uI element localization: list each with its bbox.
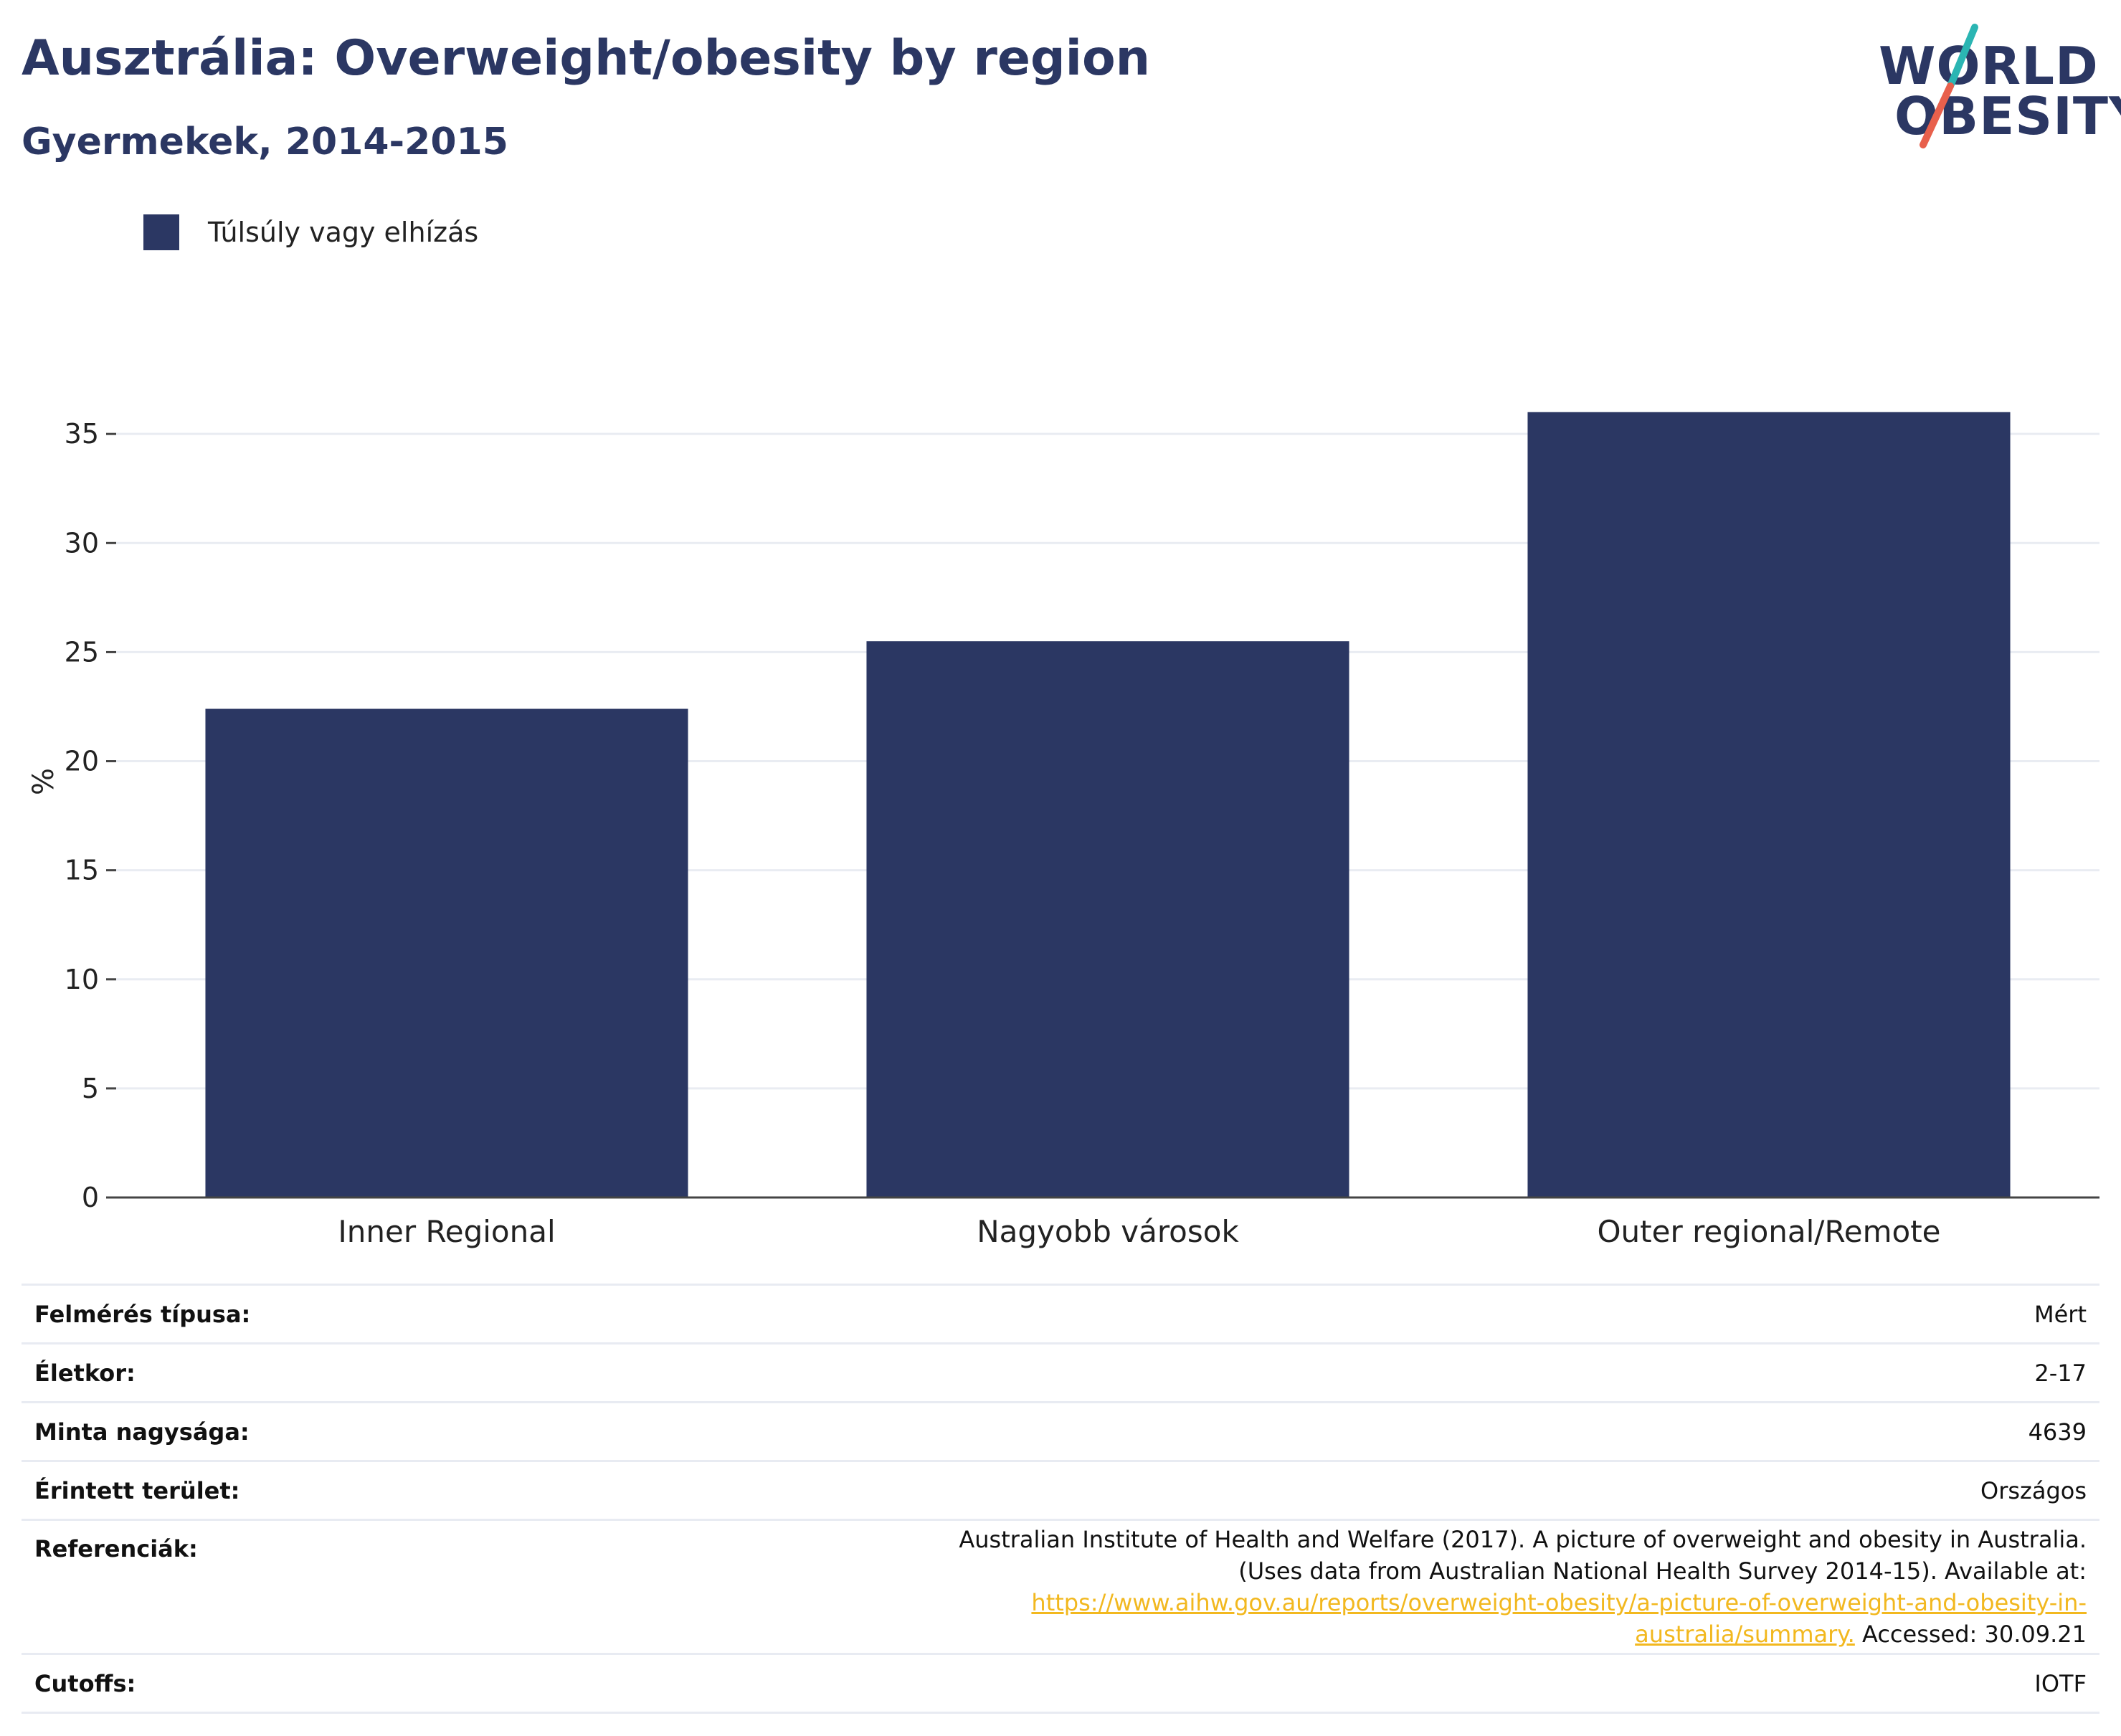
x-tick-label: Nagyobb városok bbox=[977, 1214, 1239, 1249]
logo-slash-teal bbox=[1947, 24, 1978, 90]
logo-slash-icon bbox=[1920, 24, 1978, 148]
world-obesity-logo: WORLD OBESITY bbox=[1864, 22, 2121, 165]
x-axis-ticks: Inner Regional Nagyobb városok Outer regio… bbox=[338, 1214, 1940, 1249]
y-tick-label: 35 bbox=[65, 418, 99, 450]
y-tick-label: 15 bbox=[65, 855, 99, 886]
info-label: Minta nagysága: bbox=[22, 1401, 478, 1461]
x-tick-label: Inner Regional bbox=[338, 1214, 555, 1249]
logo-line2: OBESITY bbox=[1894, 86, 2121, 146]
bar bbox=[866, 641, 1349, 1197]
info-value: 2-17 bbox=[478, 1342, 2099, 1403]
reference-accessed: Accessed: 30.09.21 bbox=[1854, 1621, 2087, 1648]
y-tick-label: 30 bbox=[65, 527, 99, 559]
y-axis-label: % bbox=[27, 768, 60, 795]
y-axis-ticks: 0 5 10 15 20 25 30 35 bbox=[65, 418, 116, 1213]
info-label: Referenciák: bbox=[22, 1519, 478, 1654]
info-label: Életkor: bbox=[22, 1342, 478, 1403]
chart-bars bbox=[205, 412, 2011, 1197]
y-tick-label: 0 bbox=[82, 1182, 99, 1213]
y-tick-label: 10 bbox=[65, 964, 99, 995]
page-title: Ausztrália: Overweight/obesity by region bbox=[22, 30, 1151, 87]
info-row-survey-type: Felmérés típusa: Mért bbox=[22, 1284, 2099, 1344]
info-row-sample-size: Minta nagysága: 4639 bbox=[22, 1401, 2099, 1461]
reference-link[interactable]: https://www.aihw.gov.au/reports/overweig… bbox=[1031, 1589, 2087, 1648]
info-label: Cutoffs: bbox=[22, 1653, 478, 1714]
info-table: Felmérés típusa: Mért Életkor: 2-17 Mint… bbox=[22, 1284, 2099, 1714]
y-tick-label: 20 bbox=[65, 746, 99, 777]
y-tick-label: 5 bbox=[82, 1073, 99, 1104]
bar bbox=[205, 708, 688, 1197]
x-tick-label: Outer regional/Remote bbox=[1597, 1214, 1940, 1249]
info-row-age: Életkor: 2-17 bbox=[22, 1342, 2099, 1403]
info-value-references: Australian Institute of Health and Welfa… bbox=[478, 1519, 2099, 1654]
info-value: 4639 bbox=[478, 1401, 2099, 1461]
logo-slash-coral bbox=[1920, 82, 1954, 148]
legend-swatch bbox=[143, 214, 179, 250]
info-value: IOTF bbox=[478, 1653, 2099, 1714]
logo-line1: WORLD bbox=[1879, 36, 2099, 96]
info-row-references: Referenciák: Australian Institute of Hea… bbox=[22, 1519, 2099, 1654]
bar-chart: 0 5 10 15 20 25 30 35 Inner Regional Nagyobb vár… bbox=[27, 412, 2099, 1249]
info-label: Érintett terület: bbox=[22, 1460, 478, 1520]
reference-text: Australian Institute of Health and Welfa… bbox=[959, 1526, 2087, 1585]
info-row-area: Érintett terület: Országos bbox=[22, 1460, 2099, 1520]
legend-label: Túlsúly vagy elhízás bbox=[208, 217, 479, 248]
info-label: Felmérés típusa: bbox=[22, 1284, 478, 1344]
info-value: Mért bbox=[478, 1284, 2099, 1344]
info-value: Országos bbox=[478, 1460, 2099, 1520]
chart-legend: Túlsúly vagy elhízás bbox=[143, 212, 478, 252]
info-row-cutoffs: Cutoffs: IOTF bbox=[22, 1653, 2099, 1714]
bar bbox=[1527, 412, 2011, 1197]
page-subtitle: Gyermekek, 2014-2015 bbox=[22, 120, 508, 163]
y-tick-label: 25 bbox=[65, 636, 99, 668]
